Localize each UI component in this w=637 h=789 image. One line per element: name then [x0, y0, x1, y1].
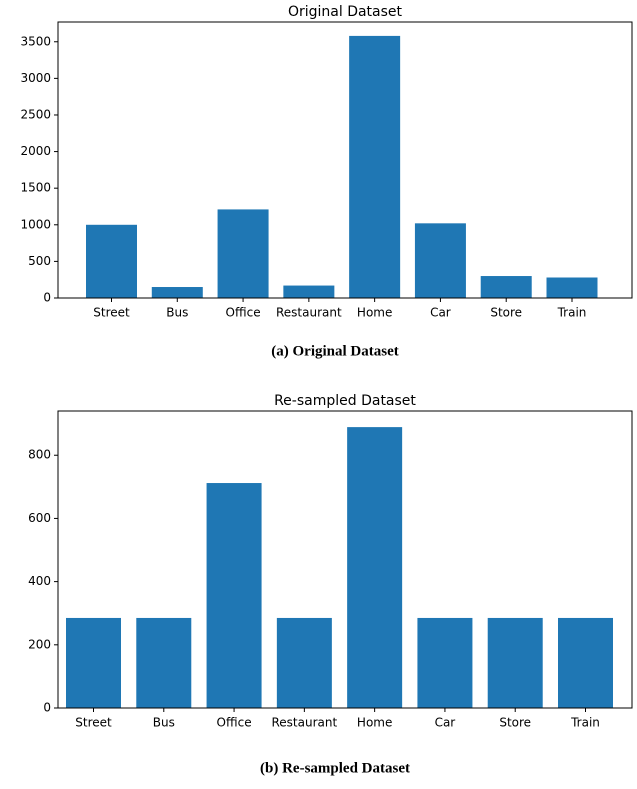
bar — [349, 35, 401, 298]
bar — [480, 276, 532, 298]
bar — [347, 427, 403, 708]
y-tick-label: 2500 — [20, 107, 51, 121]
bar — [283, 285, 335, 298]
caption: (a) Original Dataset — [271, 343, 398, 359]
x-tick-label: Store — [499, 716, 531, 730]
x-tick-label: Street — [75, 716, 112, 730]
y-tick-label: 600 — [28, 511, 51, 525]
x-tick-label: Office — [226, 306, 261, 320]
bar — [414, 223, 466, 298]
y-tick-label: 2000 — [20, 144, 51, 158]
caption: (b) Re-sampled Dataset — [260, 760, 410, 776]
chart-title: Original Dataset — [288, 4, 403, 20]
bar — [206, 483, 262, 708]
x-tick-label: Train — [557, 306, 587, 320]
y-tick-label: 3500 — [20, 34, 51, 48]
x-tick-label: Store — [490, 306, 522, 320]
bar — [66, 617, 121, 708]
x-tick-label: Home — [357, 306, 392, 320]
axes-frame — [57, 21, 633, 299]
y-tick-label: 1000 — [20, 217, 51, 231]
y-tick-label: 0 — [43, 701, 51, 715]
bar — [417, 617, 473, 708]
x-tick-label: Street — [93, 306, 130, 320]
axes-frame — [57, 410, 633, 709]
x-tick-label: Bus — [166, 306, 188, 320]
x-tick-label: Car — [430, 306, 451, 320]
x-tick-label: Car — [435, 716, 456, 730]
bar — [487, 617, 543, 708]
bar — [136, 617, 192, 708]
bar — [276, 617, 332, 708]
y-tick-label: 3000 — [20, 71, 51, 85]
bar — [558, 617, 613, 708]
bar — [546, 277, 598, 298]
x-tick-label: Train — [570, 716, 600, 730]
y-tick-label: 1500 — [20, 181, 51, 195]
y-tick-label: 400 — [28, 574, 51, 588]
y-tick-label: 0 — [43, 291, 51, 305]
y-tick-label: 200 — [28, 637, 51, 651]
chart-title: Re-sampled Dataset — [274, 393, 416, 409]
y-tick-label: 800 — [28, 448, 51, 462]
bar — [217, 209, 269, 298]
x-tick-label: Bus — [153, 716, 175, 730]
x-tick-label: Home — [357, 716, 392, 730]
bar — [86, 224, 137, 298]
x-tick-label: Restaurant — [272, 716, 338, 730]
y-tick-label: 500 — [28, 254, 51, 268]
x-tick-label: Office — [217, 716, 252, 730]
bar — [151, 287, 203, 298]
x-tick-label: Restaurant — [276, 306, 342, 320]
